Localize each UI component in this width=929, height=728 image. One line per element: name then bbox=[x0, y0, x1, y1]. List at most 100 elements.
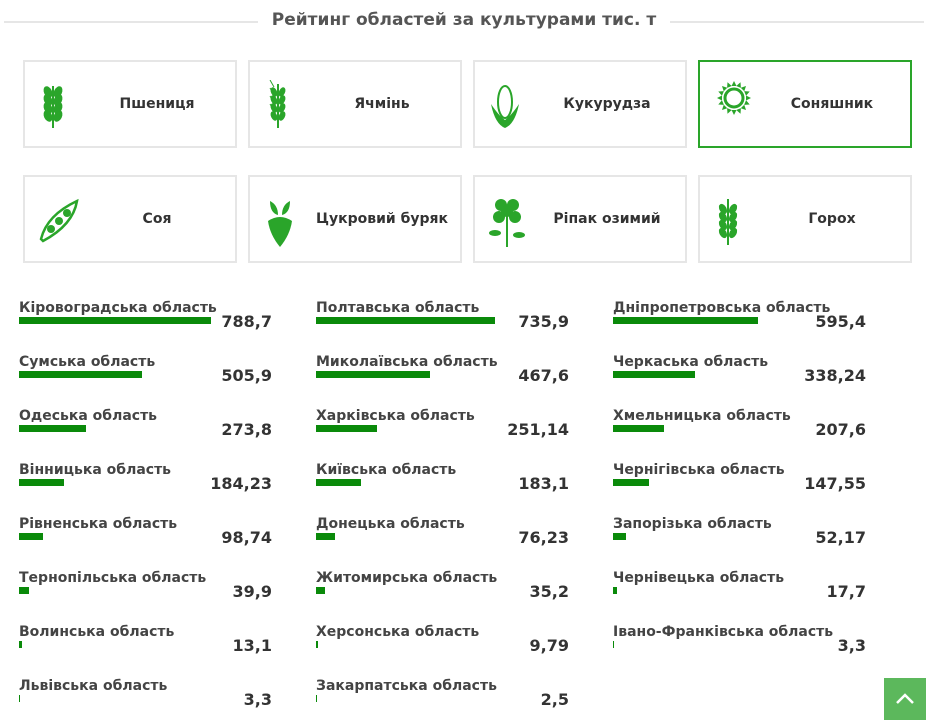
region-name: Рівненська область bbox=[19, 516, 178, 532]
ranking-item: Черкаська область 338,24 bbox=[613, 354, 873, 404]
ranking-item: Миколаївська область 467,6 bbox=[316, 354, 576, 404]
crop-icon bbox=[43, 86, 63, 128]
value-label: 184,23 bbox=[210, 474, 272, 493]
crop-icon bbox=[717, 81, 751, 115]
crop-label: Кукурудза bbox=[563, 96, 651, 112]
crop-icon bbox=[491, 85, 519, 128]
crop-icon bbox=[718, 199, 738, 245]
scroll-top-button[interactable] bbox=[884, 678, 926, 720]
ranking-item: Закарпатська область 2,5 bbox=[316, 678, 576, 728]
bar bbox=[19, 587, 29, 594]
region-name: Львівська область bbox=[19, 678, 168, 694]
region-name: Дніпропетровська область bbox=[613, 300, 831, 316]
region-name: Херсонська область bbox=[316, 624, 480, 640]
bar bbox=[316, 641, 319, 648]
chevron-icon bbox=[896, 693, 914, 704]
value-label: 98,74 bbox=[221, 528, 272, 547]
ranking-item: Херсонська область 9,79 bbox=[316, 624, 576, 674]
bar bbox=[613, 641, 614, 648]
value-label: 3,3 bbox=[243, 690, 272, 709]
value-label: 595,4 bbox=[815, 312, 866, 331]
value-label: 9,79 bbox=[529, 636, 569, 655]
bar bbox=[19, 695, 20, 702]
value-label: 35,2 bbox=[529, 582, 569, 601]
ranking-item: Івано-Франківська область 3,3 bbox=[613, 624, 873, 674]
bar bbox=[316, 425, 378, 432]
crop-card[interactable]: Ріпак озимий bbox=[473, 175, 687, 263]
value-label: 207,6 bbox=[815, 420, 866, 439]
title: Рейтинг областей за культурами тис. т bbox=[257, 10, 671, 30]
bar bbox=[19, 479, 64, 486]
region-name: Черкаська область bbox=[613, 354, 769, 370]
crop-card[interactable]: Соя bbox=[23, 175, 237, 263]
title-box: Рейтинг областей за культурами тис. т bbox=[4, 10, 924, 30]
crop-label: Ріпак озимий bbox=[553, 211, 661, 227]
value-label: 76,23 bbox=[518, 528, 569, 547]
ranking-item: Дніпропетровська область 595,4 bbox=[613, 300, 873, 350]
ranking-item: Харківська область 251,14 bbox=[316, 408, 576, 458]
value-label: 17,7 bbox=[826, 582, 866, 601]
value-label: 52,17 bbox=[815, 528, 866, 547]
crop-label: Цукровий буряк bbox=[315, 211, 449, 227]
value-label: 13,1 bbox=[232, 636, 272, 655]
bar bbox=[613, 479, 649, 486]
crop-icon bbox=[268, 201, 292, 247]
bar bbox=[613, 371, 696, 378]
ranking-item: Запорізька область 52,17 bbox=[613, 516, 873, 566]
region-name: Одеська область bbox=[19, 408, 158, 424]
title-bar: Рейтинг областей за культурами тис. т bbox=[4, 8, 924, 36]
bar bbox=[613, 425, 664, 432]
bar bbox=[19, 641, 23, 648]
bar bbox=[613, 587, 618, 594]
ranking-item: Чернівецька область 17,7 bbox=[613, 570, 873, 620]
value-label: 147,55 bbox=[804, 474, 866, 493]
crop-card[interactable]: Горох bbox=[698, 175, 912, 263]
region-name: Миколаївська область bbox=[316, 354, 498, 370]
region-name: Полтавська область bbox=[316, 300, 480, 316]
bar bbox=[613, 317, 758, 324]
region-name: Закарпатська область bbox=[316, 678, 497, 694]
value-label: 273,8 bbox=[221, 420, 272, 439]
crop-card[interactable]: Соняшник bbox=[698, 60, 912, 148]
bar bbox=[316, 479, 361, 486]
region-name: Волинська область bbox=[19, 624, 175, 640]
crop-label: Пшениця bbox=[119, 96, 195, 112]
value-label: 788,7 bbox=[221, 312, 272, 331]
bar bbox=[613, 533, 626, 540]
ranking-item: Донецька область 76,23 bbox=[316, 516, 576, 566]
ranking-item: Полтавська область 735,9 bbox=[316, 300, 576, 350]
region-name: Хмельницька область bbox=[613, 408, 791, 424]
bar bbox=[19, 371, 143, 378]
bar bbox=[316, 587, 325, 594]
crop-label: Ячмінь bbox=[354, 96, 410, 112]
bar bbox=[19, 425, 86, 432]
bar bbox=[316, 317, 496, 324]
crop-card[interactable]: Кукурудза bbox=[473, 60, 687, 148]
crop-card[interactable]: Пшениця bbox=[23, 60, 237, 148]
ranking-item: Львівська область 3,3 bbox=[19, 678, 279, 728]
crop-label: Соя bbox=[142, 211, 172, 227]
bar bbox=[316, 695, 317, 702]
ranking-item: Київська область 183,1 bbox=[316, 462, 576, 512]
ranking-item: Тернопільська область 39,9 bbox=[19, 570, 279, 620]
bar bbox=[19, 533, 44, 540]
region-name: Чернігівська область bbox=[613, 462, 785, 478]
ranking-item: Волинська область 13,1 bbox=[19, 624, 279, 674]
crop-card[interactable]: Ячмінь bbox=[248, 60, 462, 148]
ranking-item: Рівненська область 98,74 bbox=[19, 516, 279, 566]
ranking-item: Вінницька область 184,23 bbox=[19, 462, 279, 512]
region-name: Харківська область bbox=[316, 408, 475, 424]
crop-icon bbox=[269, 80, 286, 128]
region-name: Кіровоградська область bbox=[19, 300, 217, 316]
crop-icon bbox=[489, 199, 525, 247]
ranking-item: Житомирська область 35,2 bbox=[316, 570, 576, 620]
region-name: Донецька область bbox=[316, 516, 465, 532]
value-label: 735,9 bbox=[518, 312, 569, 331]
ranking-item: Хмельницька область 207,6 bbox=[613, 408, 873, 458]
region-name: Київська область bbox=[316, 462, 457, 478]
region-name: Запорізька область bbox=[613, 516, 772, 532]
crop-label: Соняшник bbox=[790, 96, 874, 112]
bar bbox=[19, 317, 211, 324]
crop-card[interactable]: Цукровий буряк bbox=[248, 175, 462, 263]
